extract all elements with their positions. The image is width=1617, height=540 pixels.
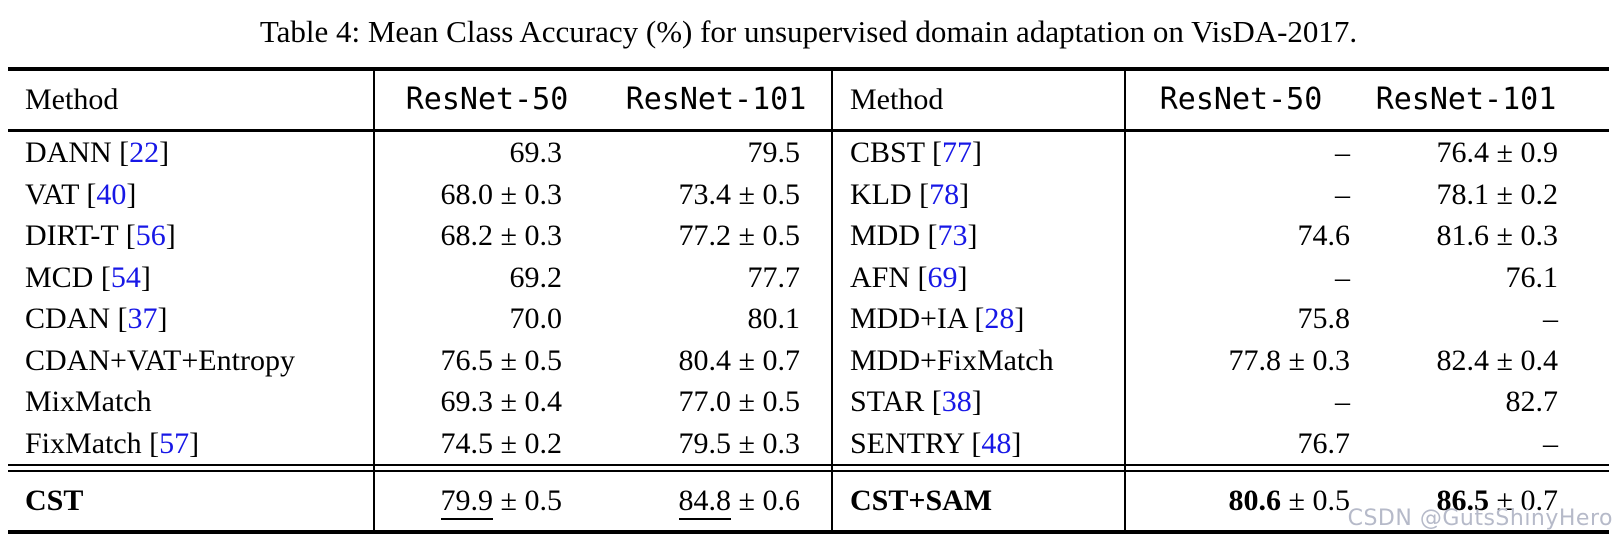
citation-link[interactable]: 22 (129, 136, 160, 169)
csdn-watermark: CSDN @GutsShinyHero (1348, 506, 1613, 531)
method-cell: CDAN+VAT+Entropy (25, 343, 295, 377)
citation-link[interactable]: 57 (159, 426, 190, 460)
citation-link[interactable]: 56 (135, 219, 166, 252)
header-resnet101-right: ResNet-101 (1375, 82, 1557, 117)
value-cell: 76.1 (1505, 260, 1559, 294)
value-cell: 74.6 (1297, 219, 1351, 252)
value-cell: 69.3 (509, 136, 563, 169)
value-cell: 77.0 ± 0.5 (678, 385, 800, 418)
table-footer-row: CST 79.9 ± 0.5 84.8 ± 0.6 CST+SAM 80.6 ± 0.5… (8, 472, 1609, 530)
table-body: DANN [22] 69.3 79.5 CBST [77] – 76.4 ± 0.9 VAT… (8, 132, 1609, 464)
value-cell: 76.5 ± 0.5 (440, 343, 562, 377)
citation-link[interactable]: 28 (984, 302, 1015, 335)
value-cell: 74.5 ± 0.2 (440, 426, 562, 460)
value-cell: 76.7 (1297, 426, 1351, 460)
method-cell: FixMatch [57] (25, 426, 200, 460)
table-caption: Table 4: Mean Class Accuracy (%) for uns… (259, 14, 1358, 49)
value-cell: 73.4 ± 0.5 (678, 177, 800, 211)
method-cell: SENTRY [48] (850, 426, 1022, 460)
citation-link[interactable]: 48 (981, 426, 1012, 460)
value-cell: – (1335, 136, 1350, 169)
method-cell: KLD [78] (850, 177, 970, 211)
value-cell: 82.7 (1505, 385, 1559, 418)
value-cell: – (1543, 302, 1558, 335)
method-cell: VAT [40] (25, 177, 137, 211)
value-cell: 77.2 ± 0.5 (678, 219, 800, 252)
method-cell: MDD+FixMatch (850, 343, 1054, 377)
method-cell: MCD [54] (25, 260, 151, 294)
method-cell: CST (25, 484, 84, 517)
citation-link[interactable]: 73 (937, 219, 968, 252)
method-cell: DIRT-T [56] (25, 219, 176, 252)
watermark-handle: @GutsShinyHero (1419, 506, 1613, 531)
vertical-rule-2 (831, 67, 833, 534)
value-cell: 77.8 ± 0.3 (1228, 343, 1350, 377)
value-cell: – (1543, 426, 1558, 460)
value-cell: 68.0 ± 0.3 (440, 177, 562, 211)
method-cell: MDD+IA [28] (850, 302, 1025, 335)
value-cell: 80.1 (747, 302, 801, 335)
watermark-prefix: CSDN (1347, 506, 1413, 531)
value-cell: 76.4 ± 0.9 (1436, 136, 1558, 169)
header-method-left: Method (25, 83, 119, 116)
citation-link[interactable]: 69 (927, 260, 958, 294)
value-cell: – (1335, 385, 1350, 418)
value-cell: 70.0 (509, 302, 563, 335)
section-rule (8, 464, 1609, 472)
bottom-rule (8, 530, 1609, 534)
header-resnet50-right: ResNet-50 (1159, 82, 1323, 117)
header-method-right: Method (850, 83, 944, 116)
value-cell: 80.4 ± 0.7 (678, 343, 800, 377)
citation-link[interactable]: 78 (929, 177, 960, 211)
value-cell: 79.5 ± 0.3 (678, 426, 800, 460)
header-rule (8, 129, 1609, 132)
value-cell: 79.5 (747, 136, 801, 169)
citation-link[interactable]: 37 (127, 302, 158, 335)
method-cell: CST+SAM (850, 484, 993, 517)
value-cell: 69.2 (509, 260, 563, 294)
value-cell: – (1335, 260, 1350, 294)
top-rule (8, 67, 1609, 71)
citation-link[interactable]: 77 (941, 136, 972, 169)
value-cell: 68.2 ± 0.3 (440, 219, 562, 252)
header-resnet50-left: ResNet-50 (405, 82, 569, 117)
method-cell: MixMatch (25, 385, 152, 418)
value-cell: 81.6 ± 0.3 (1436, 219, 1558, 252)
method-cell: STAR [38] (850, 385, 982, 418)
vertical-rule-3 (1124, 67, 1126, 534)
header-resnet101-left: ResNet-101 (625, 82, 807, 117)
citation-link[interactable]: 38 (941, 385, 972, 418)
value-cell: 79.9 ± 0.5 (373, 472, 583, 530)
value-cell: – (1335, 177, 1350, 211)
citation-link[interactable]: 54 (110, 260, 141, 294)
value-cell: 77.7 (747, 260, 801, 294)
value-cell: 86.5 ± 0.7 (1436, 484, 1558, 517)
results-table: Method ResNet-50 ResNet-101 Method ResNe… (8, 67, 1609, 534)
table-header-row: Method ResNet-50 ResNet-101 Method ResNe… (8, 71, 1609, 129)
method-cell: CBST [77] (850, 136, 982, 169)
value-cell: 75.8 (1297, 302, 1351, 335)
vertical-rule-1 (373, 67, 375, 534)
method-cell: CDAN [37] (25, 302, 168, 335)
method-cell: AFN [69] (850, 260, 968, 294)
value-cell: 82.4 ± 0.4 (1436, 343, 1558, 377)
method-cell: MDD [73] (850, 219, 978, 252)
value-cell: 84.8 ± 0.6 (583, 472, 831, 530)
value-cell: 69.3 ± 0.4 (440, 385, 562, 418)
value-cell: 80.6 ± 0.5 (1228, 484, 1350, 517)
value-cell: 78.1 ± 0.2 (1436, 177, 1558, 211)
citation-link[interactable]: 40 (96, 177, 127, 211)
method-cell: DANN [22] (25, 136, 170, 169)
